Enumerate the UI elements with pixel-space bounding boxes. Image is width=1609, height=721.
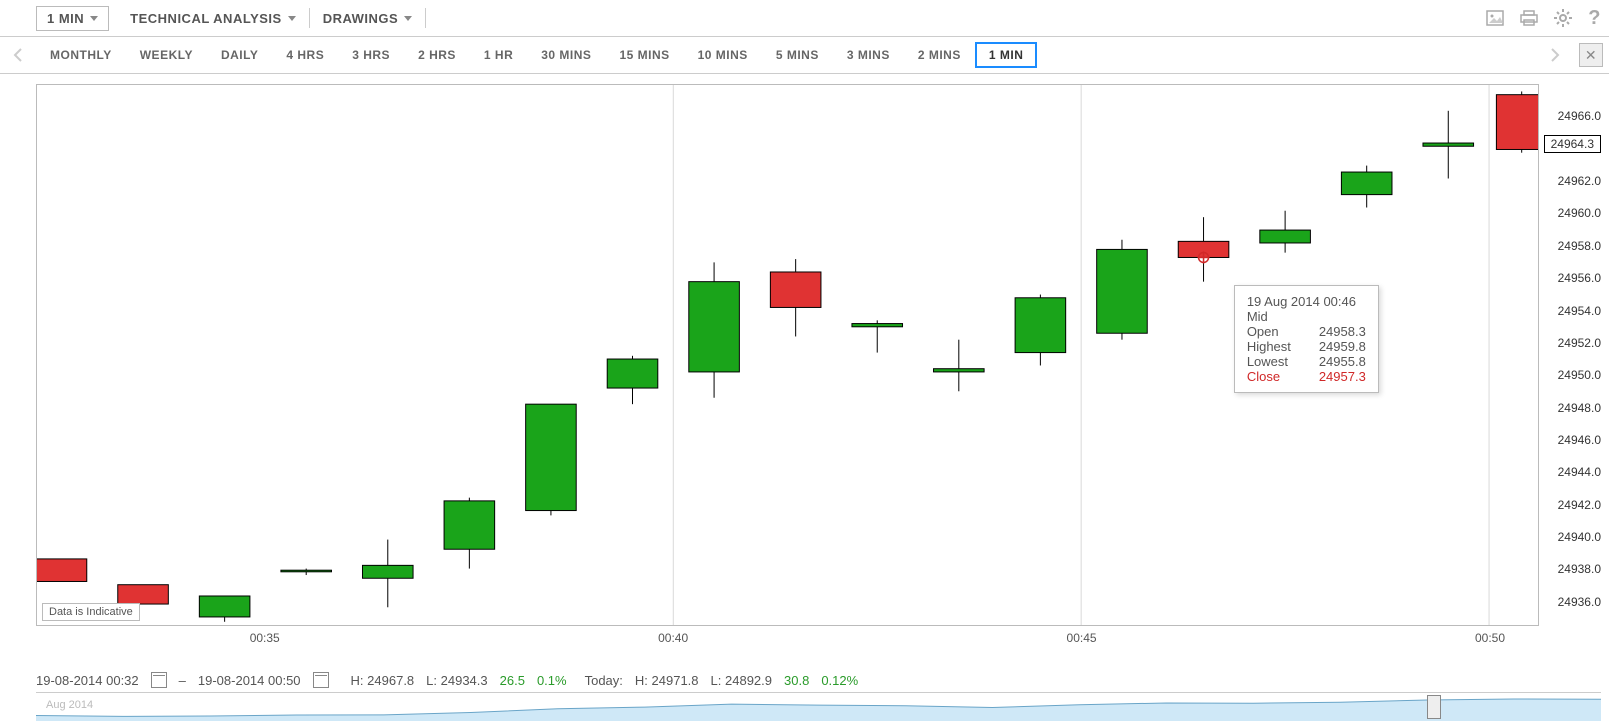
mini-period-label: Aug 2014 — [46, 699, 93, 711]
chevron-down-icon — [288, 16, 296, 21]
price-axis: 24936.0 24938.0 24940.0 24942.0 24944.0 24946… — [1541, 84, 1601, 626]
tooltip-type: Mid — [1247, 309, 1366, 324]
drawings-dropdown[interactable]: DRAWINGS — [312, 6, 424, 31]
close-panel-button[interactable]: ✕ — [1579, 43, 1603, 67]
range-to: 19-08-2014 00:50 — [198, 673, 301, 688]
time-axis: 00:35 00:40 00:45 00:50 — [36, 631, 1539, 651]
today-range-pct: 0.12% — [821, 673, 858, 688]
today-low-label: L: — [711, 673, 722, 688]
period-dropdown-label: 1 MIN — [47, 11, 84, 26]
price-tick: 24952.0 — [1558, 336, 1601, 350]
image-icon[interactable] — [1486, 10, 1504, 26]
timeframe-item[interactable]: 2 MINS — [904, 42, 975, 68]
tooltip-low-value: 24955.8 — [1319, 354, 1366, 369]
status-bar: 19-08-2014 00:32 – 19-08-2014 00:50 H: 2… — [36, 669, 1601, 691]
session-low-label: L: — [426, 673, 437, 688]
time-tick: 00:35 — [250, 631, 280, 645]
price-tick: 24960.0 — [1558, 206, 1601, 220]
price-tick: 24962.0 — [1558, 174, 1601, 188]
timeframe-item[interactable]: 1 MIN — [975, 42, 1038, 68]
tooltip-low-label: Lowest — [1247, 354, 1303, 369]
timeframe-scroll-right[interactable] — [1541, 37, 1569, 73]
timeframe-item[interactable]: 3 MINS — [833, 42, 904, 68]
tooltip-high-value: 24959.8 — [1319, 339, 1366, 354]
calendar-icon[interactable] — [151, 672, 167, 688]
tooltip-open-value: 24958.3 — [1319, 324, 1366, 339]
session-high-value: 24967.8 — [367, 673, 414, 688]
timeframe-item[interactable]: 10 MINS — [684, 42, 762, 68]
price-tick: 24948.0 — [1558, 401, 1601, 415]
session-high-label: H: — [351, 673, 364, 688]
top-toolbar: 1 MIN TECHNICAL ANALYSIS DRAWINGS ? — [0, 0, 1609, 37]
calendar-icon[interactable] — [313, 672, 329, 688]
candle-tooltip: 19 Aug 2014 00:46 Mid Open 24958.3 Highes… — [1234, 285, 1379, 393]
chevron-down-icon — [90, 16, 98, 21]
technical-analysis-dropdown[interactable]: TECHNICAL ANALYSIS — [119, 6, 307, 31]
today-label: Today: — [585, 673, 623, 688]
mini-drag-handle[interactable] — [1427, 695, 1441, 719]
indicative-note: Data is Indicative — [42, 603, 140, 621]
chevron-down-icon — [404, 16, 412, 21]
timeframe-item[interactable]: 15 MINS — [605, 42, 683, 68]
chevron-right-icon — [1550, 48, 1560, 62]
today-low-value: 24892.9 — [725, 673, 772, 688]
timeframe-item[interactable]: 3 HRS — [338, 42, 404, 68]
timeframe-item[interactable]: DAILY — [207, 42, 272, 68]
today-range: 30.8 — [784, 673, 809, 688]
price-tick: 24942.0 — [1558, 498, 1601, 512]
range-dash: – — [179, 673, 186, 688]
period-dropdown[interactable]: 1 MIN — [36, 6, 109, 31]
timeframe-scroll-left[interactable] — [4, 37, 32, 73]
chevron-left-icon — [13, 48, 23, 62]
toolbar-separator — [425, 8, 426, 28]
session-range-pct: 0.1% — [537, 673, 567, 688]
mini-navigator[interactable]: Aug 2014 — [36, 692, 1601, 721]
tooltip-close-label: Close — [1247, 369, 1303, 384]
gear-icon[interactable] — [1554, 9, 1572, 27]
drawings-dropdown-label: DRAWINGS — [323, 11, 399, 26]
timeframe-item[interactable]: MONTHLY — [36, 42, 126, 68]
timeframe-item[interactable]: 2 HRS — [404, 42, 470, 68]
price-tick: 24944.0 — [1558, 465, 1601, 479]
tooltip-open-label: Open — [1247, 324, 1303, 339]
current-price-marker: 24964.3 — [1544, 135, 1601, 153]
timeframe-item[interactable]: 5 MINS — [762, 42, 833, 68]
timeframe-item[interactable]: 30 MINS — [527, 42, 605, 68]
technical-dropdown-label: TECHNICAL ANALYSIS — [130, 11, 282, 26]
timeframe-item[interactable]: WEEKLY — [126, 42, 207, 68]
tooltip-close-value: 24957.3 — [1319, 369, 1366, 384]
time-tick: 00:50 — [1475, 631, 1505, 645]
price-tick: 24938.0 — [1558, 562, 1601, 576]
help-icon[interactable]: ? — [1588, 7, 1601, 30]
close-icon: ✕ — [1585, 47, 1597, 64]
today-high-value: 24971.8 — [652, 673, 699, 688]
time-tick: 00:40 — [658, 631, 688, 645]
session-range: 26.5 — [500, 673, 525, 688]
price-tick: 24956.0 — [1558, 271, 1601, 285]
range-from: 19-08-2014 00:32 — [36, 673, 139, 688]
price-tick: 24966.0 — [1558, 109, 1601, 123]
price-tick: 24954.0 — [1558, 304, 1601, 318]
tooltip-high-label: Highest — [1247, 339, 1303, 354]
session-low-value: 24934.3 — [441, 673, 488, 688]
price-tick: 24958.0 — [1558, 239, 1601, 253]
tooltip-datetime: 19 Aug 2014 00:46 — [1247, 294, 1366, 309]
timeframe-item[interactable]: 4 HRS — [272, 42, 338, 68]
timeframe-item[interactable]: 1 HR — [470, 42, 527, 68]
timeframe-bar: MONTHLYWEEKLYDAILY4 HRS3 HRS2 HRS1 HR30 … — [0, 37, 1609, 74]
price-tick: 24936.0 — [1558, 595, 1601, 609]
price-tick: 24946.0 — [1558, 433, 1601, 447]
toolbar-separator — [309, 8, 310, 28]
print-icon[interactable] — [1520, 10, 1538, 26]
time-tick: 00:45 — [1067, 631, 1097, 645]
today-high-label: H: — [635, 673, 648, 688]
price-tick: 24940.0 — [1558, 530, 1601, 544]
price-tick: 24950.0 — [1558, 368, 1601, 382]
